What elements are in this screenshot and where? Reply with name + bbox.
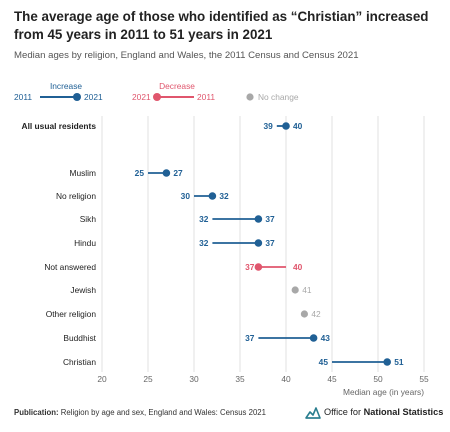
dot-2021	[254, 263, 263, 271]
dot-2021	[208, 192, 217, 200]
dot-2021	[282, 122, 290, 130]
row-buddhist: Buddhist 37 43	[63, 333, 330, 343]
dot-2021	[309, 334, 318, 342]
value-label-low: 39	[263, 121, 273, 131]
value-label-low: 25	[135, 168, 145, 178]
legend-increase-to: 2021	[84, 92, 103, 102]
x-tick-45: 45	[327, 374, 337, 384]
value-label: 41	[302, 285, 312, 295]
row-hindu: Hindu 32 37	[74, 238, 275, 248]
legend-decrease-dot	[153, 93, 161, 101]
publication-label: Publication:	[14, 408, 59, 417]
category-label: Other religion	[46, 309, 97, 319]
category-label: Christian	[63, 357, 96, 367]
category-label: No religion	[56, 191, 96, 201]
nochange-dot	[300, 310, 308, 318]
value-label-high: 27	[173, 168, 183, 178]
value-label-low: 45	[319, 357, 329, 367]
row-not-answered: Not answered 37 40	[44, 262, 302, 272]
dot-2021	[383, 358, 392, 366]
x-tick-50: 50	[373, 374, 383, 384]
ons-logo-text: Office for National Statistics	[324, 407, 443, 417]
legend-nochange-dot	[246, 93, 254, 101]
x-tick-20: 20	[97, 374, 107, 384]
x-axis-label: Median age (in years)	[343, 387, 424, 397]
legend: Increase 2011 2021 Decrease 2021 2011 No chang…	[14, 81, 299, 102]
ons-logo-text-prefix: Office for	[324, 407, 362, 417]
row-all-usual-residents: All usual residents 39 40	[22, 121, 303, 131]
publication-source: Publication: Religion by age and sex, En…	[14, 408, 266, 417]
category-label: Muslim	[69, 168, 96, 178]
value-label-high: 43	[321, 333, 331, 343]
row-christian: Christian 45 51	[63, 357, 404, 367]
category-label: Sikh	[80, 214, 97, 224]
legend-nochange-label: No change	[258, 92, 299, 102]
value-label-high: 32	[219, 191, 229, 201]
row-sikh: Sikh 32 37	[80, 214, 275, 224]
dot-2021	[162, 169, 171, 177]
row-no-religion: No religion 30 32	[56, 191, 229, 201]
gridlines	[101, 116, 425, 372]
ons-logo: Office for National Statistics	[305, 404, 443, 420]
category-label: Jewish	[70, 285, 96, 295]
x-tick-25: 25	[143, 374, 153, 384]
value-label-low: 32	[199, 214, 209, 224]
row-muslim: Muslim 25 27	[69, 168, 183, 178]
x-tick-55: 55	[419, 374, 429, 384]
dot-2021	[254, 239, 263, 247]
legend-decrease-from: 2021	[132, 92, 151, 102]
legend-decrease-label: Decrease	[159, 81, 195, 91]
legend-increase-label: Increase	[50, 81, 82, 91]
nochange-dot	[291, 286, 299, 294]
category-label: Hindu	[74, 238, 96, 248]
value-label-low: 37	[245, 262, 255, 272]
value-label-low: 30	[181, 191, 191, 201]
category-label: All usual residents	[22, 121, 97, 131]
value-label-high: 51	[394, 357, 404, 367]
x-tick-30: 30	[189, 374, 199, 384]
ons-logo-text-bold: National Statistics	[363, 407, 444, 417]
value-label-low: 37	[245, 333, 255, 343]
x-axis: 20 25 30 35 40 45 50 55 Median age (in years)	[97, 374, 429, 397]
chart-rows: All usual residents 39 40 Muslim 25 27 No reli…	[22, 121, 404, 367]
row-other-religion: Other religion 42	[46, 309, 321, 319]
dumbbell-chart: Increase 2011 2021 Decrease 2021 2011 No chang…	[14, 81, 429, 397]
value-label-high: 40	[293, 121, 303, 131]
category-label: Not answered	[44, 262, 96, 272]
ons-logo-icon	[305, 407, 321, 419]
legend-increase-dot	[73, 93, 81, 101]
x-tick-40: 40	[281, 374, 291, 384]
value-label-high: 40	[293, 262, 303, 272]
publication-text: Religion by age and sex, England and Wal…	[60, 408, 266, 417]
legend-decrease-to: 2011	[197, 92, 215, 102]
chart-title: The average age of those who identified …	[14, 9, 429, 42]
x-tick-35: 35	[235, 374, 245, 384]
value-label-high: 37	[265, 238, 275, 248]
legend-increase-from: 2011	[14, 92, 32, 102]
category-label: Buddhist	[63, 333, 96, 343]
value-label: 42	[311, 309, 321, 319]
dot-2021	[254, 215, 263, 223]
row-jewish: Jewish 41	[70, 285, 311, 295]
chart-subtitle: Median ages by religion, England and Wal…	[14, 50, 359, 61]
value-label-high: 37	[265, 214, 275, 224]
value-label-low: 32	[199, 238, 209, 248]
